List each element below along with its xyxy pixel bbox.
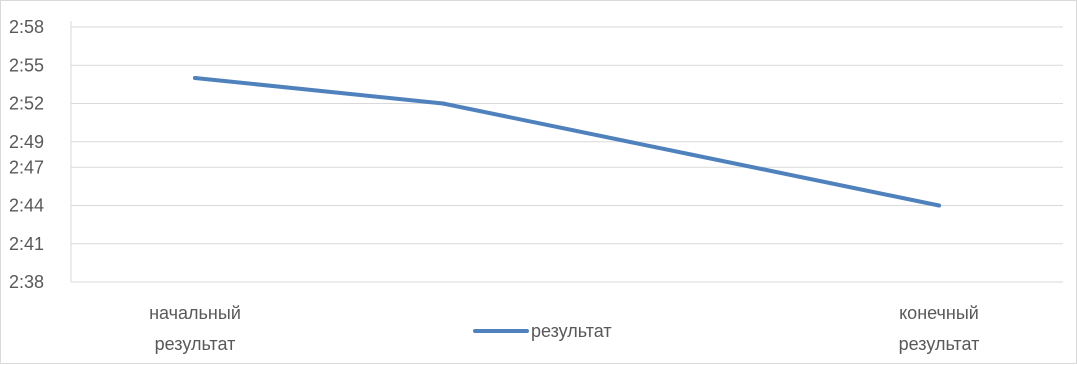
gridlines <box>71 26 1063 283</box>
y-tick-label: 2:55 <box>9 55 44 75</box>
y-tick-label: 2:49 <box>9 132 44 152</box>
y-tick-label: 2:58 <box>9 17 44 37</box>
y-tick-label: 2:44 <box>9 196 44 216</box>
x-category-label: начальный результат <box>149 303 241 354</box>
series-line <box>193 76 941 208</box>
legend-label: результат <box>531 321 612 341</box>
y-tick-label: 2:52 <box>9 94 44 114</box>
x-category-label: конечный результат <box>899 303 980 354</box>
y-tick-label: 2:41 <box>9 234 44 254</box>
series-layer <box>193 76 941 208</box>
legend: результат <box>473 321 612 341</box>
y-tick-label: 2:38 <box>9 272 44 292</box>
y-axis: 2:38 2:41 2:44 2:47 2:49 2:52 2:55 2:58 <box>9 17 72 292</box>
x-axis-categories: начальный результат конечный результат <box>149 303 979 354</box>
data-point <box>689 152 693 157</box>
data-point <box>441 101 445 106</box>
data-point <box>193 76 197 80</box>
data-point <box>937 203 941 208</box>
y-tick-label: 2:47 <box>9 157 44 177</box>
